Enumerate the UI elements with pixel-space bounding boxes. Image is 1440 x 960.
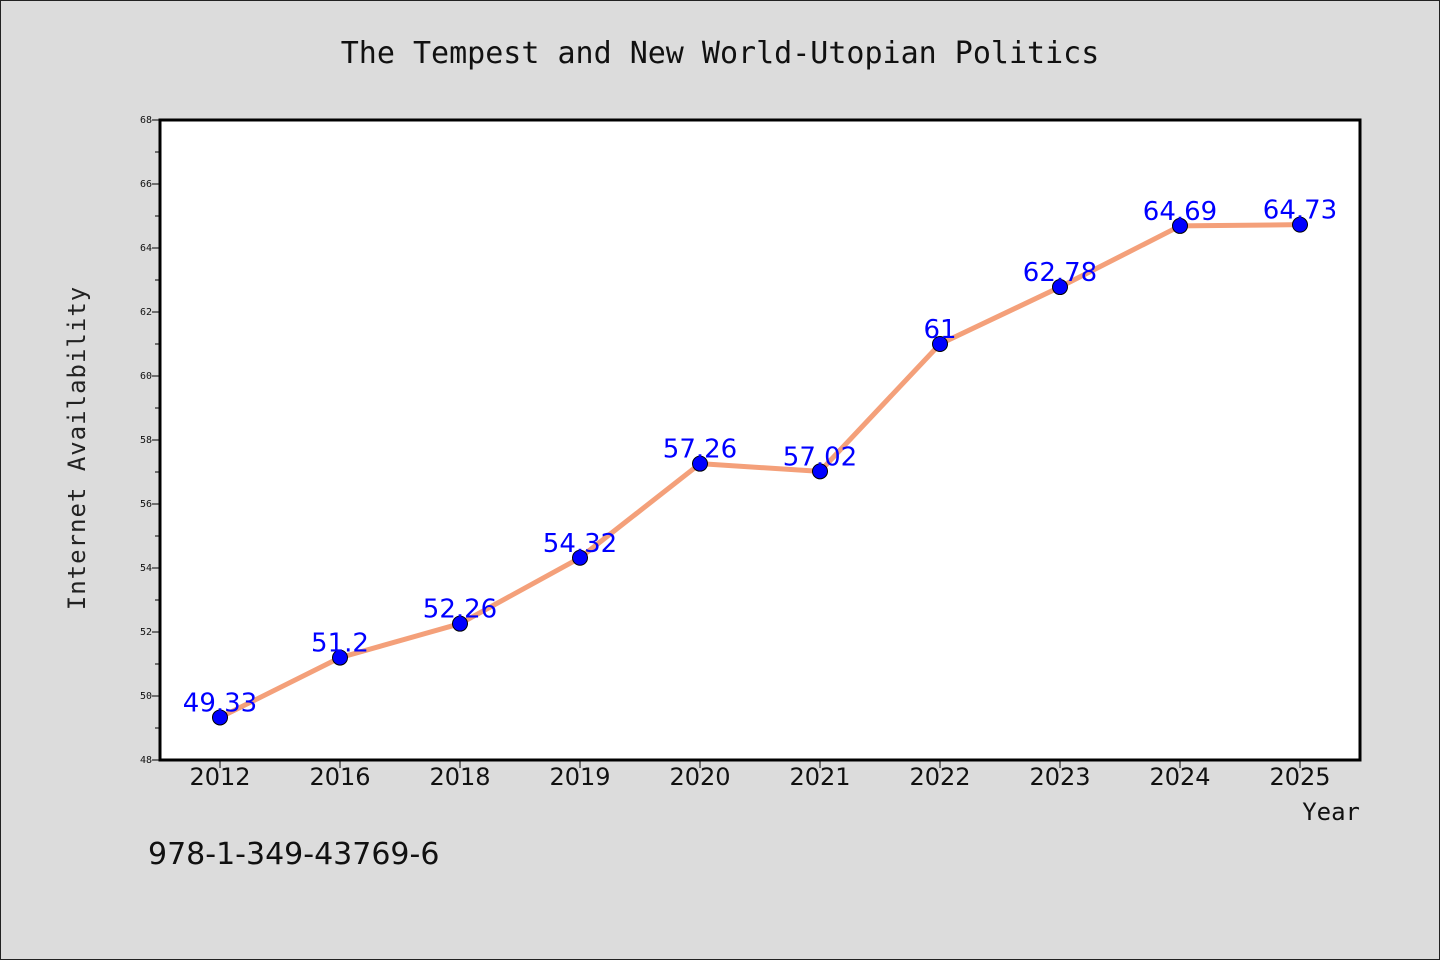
data-label: 49.33 (183, 688, 257, 718)
y-tick-label: 60 (140, 371, 152, 382)
data-point (1292, 216, 1308, 233)
isbn-footnote: 978-1-349-43769-6 (148, 837, 439, 872)
y-tick-label: 62 (140, 307, 152, 318)
data-labels: 49.33 51.2 52.26 54.32 57.26 57.02 61 62.78 64.6… (183, 196, 1337, 719)
data-label: 61 (923, 315, 956, 345)
x-tick-label: 2023 (1029, 763, 1090, 791)
y-tick-label: 58 (140, 435, 152, 446)
y-tick-label: 68 (140, 115, 152, 126)
data-markers (212, 216, 1308, 726)
x-tick-label: 2019 (549, 763, 610, 791)
y-tick-label: 50 (140, 691, 152, 702)
data-point (332, 649, 348, 666)
y-axis-label: Internet Availability (63, 286, 91, 610)
x-tick-label: 2022 (909, 763, 970, 791)
data-label: 64.73 (1263, 196, 1337, 226)
x-tick-label: 2018 (429, 763, 490, 791)
x-tick-label: 2025 (1269, 763, 1330, 791)
data-point (692, 455, 708, 472)
data-label: 64.69 (1143, 197, 1217, 227)
data-label: 54.32 (543, 529, 617, 559)
data-label: 57.26 (663, 435, 737, 465)
x-axis: 2012 2016 2018 2019 2020 2021 2022 2023 2024 2025 (189, 760, 1331, 791)
data-point (1052, 279, 1068, 296)
data-point (1172, 217, 1188, 234)
data-point (452, 615, 468, 632)
data-label: 62.78 (1023, 258, 1097, 288)
x-axis-label: Year (1302, 798, 1360, 826)
y-tick-label: 56 (140, 499, 152, 510)
y-tick-label: 48 (140, 755, 152, 766)
x-tick-label: 2024 (1149, 763, 1210, 791)
series-line (218, 222, 1301, 720)
y-tick-label: 64 (140, 243, 152, 254)
data-point (572, 549, 588, 566)
data-point (932, 336, 948, 352)
y-axis: 48 50 52 54 56 58 60 62 64 66 68 (140, 115, 160, 766)
x-tick-label: 2020 (669, 763, 730, 791)
x-tick-label: 2021 (789, 763, 850, 791)
y-tick-label: 66 (140, 179, 152, 190)
data-point (212, 709, 228, 726)
data-label: 52.26 (423, 595, 497, 625)
chart-title: The Tempest and New World-Utopian Politi… (341, 36, 1100, 71)
data-point (812, 463, 828, 480)
x-tick-label: 2012 (189, 763, 250, 791)
y-tick-label: 52 (140, 627, 152, 638)
data-label: 57.02 (783, 442, 857, 472)
x-tick-label: 2016 (309, 763, 370, 791)
y-tick-label: 54 (140, 563, 152, 574)
data-label: 51.2 (311, 629, 369, 659)
